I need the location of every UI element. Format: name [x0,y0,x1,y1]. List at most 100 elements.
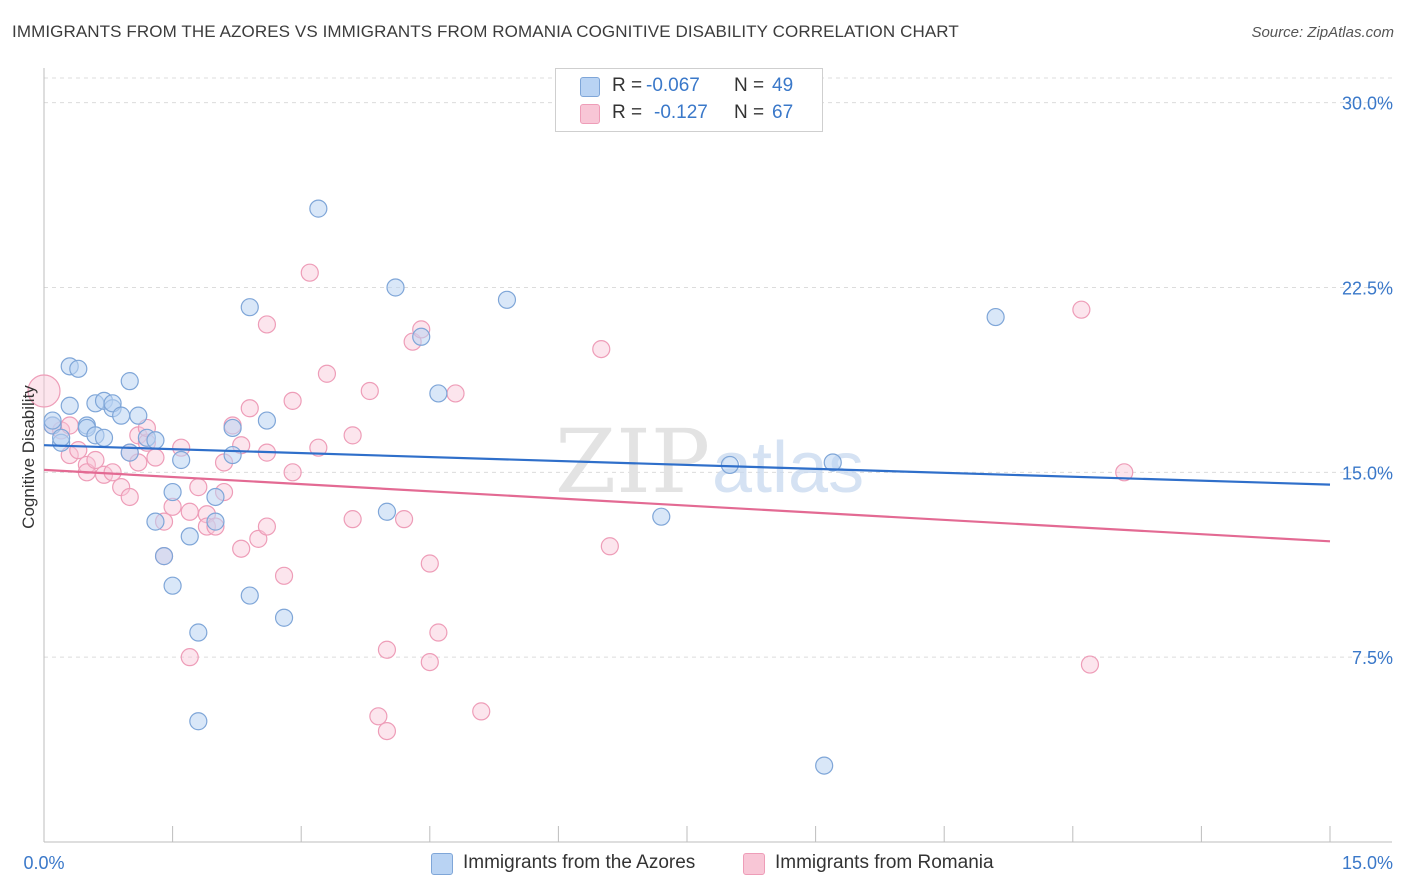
point-romania [446,384,465,403]
point-romania [360,381,379,401]
trend-line-romania [43,468,1331,543]
y-tick-label: 22.5% [1342,278,1393,298]
point-romania [77,455,96,475]
point-azores [240,586,259,605]
point-azores [497,290,517,309]
point-romania [600,537,619,556]
point-azores [815,756,834,775]
bottom-legend-swatch-romania [743,853,765,875]
bottom-legend-label-romania: Immigrants from Romania [775,852,994,873]
point-romania [274,566,294,585]
series-azores-points [43,199,1005,775]
y-tick-label: 7.5% [1352,648,1393,668]
point-romania [240,399,259,418]
point-romania [1072,300,1091,319]
point-romania [394,510,414,529]
trend-lines [43,444,1331,543]
x-tick-label: 15.0% [1342,853,1393,873]
point-azores [94,428,114,447]
point-romania [300,263,319,282]
point-azores [163,576,182,595]
legend-r-value-azores: -0.067 [646,75,700,96]
bottom-legend-romania: Immigrants from Romania [743,852,1043,878]
point-azores [43,411,62,430]
series-romania-points [27,263,1134,741]
tick-labels: 7.5% 15.0% 22.5% 30.0% 0.0% 15.0% [23,94,1393,873]
legend-r-label: R = [612,102,643,123]
point-azores [377,502,397,521]
point-romania [343,426,362,445]
point-romania [1115,463,1134,482]
point-romania [1080,655,1100,674]
point-romania [27,374,61,408]
legend-n-label: N = [734,75,765,96]
point-azores [652,507,671,526]
point-azores [172,450,191,470]
point-romania [146,448,165,467]
point-azores [120,372,139,391]
point-azores [129,406,148,425]
point-romania [283,391,302,410]
point-azores [240,298,259,317]
point-azores [52,428,71,447]
point-azores [206,487,225,507]
x-tick-label: 0.0% [23,853,64,873]
point-azores [309,199,328,218]
point-azores [180,527,199,546]
bottom-legend-azores: Immigrants from the Azores [431,852,731,878]
legend-r-value-romania: -0.127 [654,102,708,123]
source-label: Source: ZipAtlas.com [1251,24,1394,41]
point-romania [189,478,208,497]
bottom-legend-swatch-azores [431,853,453,875]
point-romania [420,554,439,573]
point-azores [429,384,448,403]
legend-box: R = -0.067 N = 49 R = -0.127 N = 67 [555,68,823,132]
point-azores [146,512,165,531]
point-azores [163,482,182,502]
point-azores [720,455,739,475]
point-romania [369,707,388,726]
legend-n-value-azores: 49 [772,75,794,96]
y-tick-label: 15.0% [1342,463,1393,483]
point-romania [377,721,397,741]
point-romania [120,487,139,507]
trend-line-azores [43,444,1331,486]
legend-swatch-romania [580,104,600,124]
point-azores [146,431,165,450]
point-azores [189,712,208,731]
point-romania [249,529,268,548]
grid-lines [44,77,1392,658]
legend-n-label: N = [734,102,765,123]
point-romania [317,364,337,383]
y-tick-label: 30.0% [1342,94,1393,114]
point-romania [472,702,491,721]
point-romania [257,517,277,536]
bottom-legend-label-azores: Immigrants from the Azores [463,852,696,873]
point-azores [103,394,122,413]
point-azores [412,327,431,346]
legend-r-label: R = [612,75,643,96]
point-azores [154,547,174,566]
legend-swatch-azores [580,77,600,97]
axes [43,68,1392,843]
point-romania [180,648,199,667]
chart-title: IMMIGRANTS FROM THE AZORES VS IMMIGRANTS… [12,22,959,41]
point-romania [592,339,611,359]
point-azores [60,396,79,415]
point-romania [180,502,199,521]
point-azores [206,512,225,531]
point-azores [823,453,842,472]
point-romania [309,438,328,457]
point-azores [386,278,405,297]
legend-n-value-romania: 67 [772,102,794,123]
point-azores [189,623,208,642]
point-romania [429,623,448,642]
point-romania [232,539,251,558]
point-romania [69,441,88,460]
point-azores [223,445,242,465]
point-romania [343,510,362,529]
point-romania [257,315,277,334]
point-romania [283,463,302,482]
point-azores [274,608,294,627]
